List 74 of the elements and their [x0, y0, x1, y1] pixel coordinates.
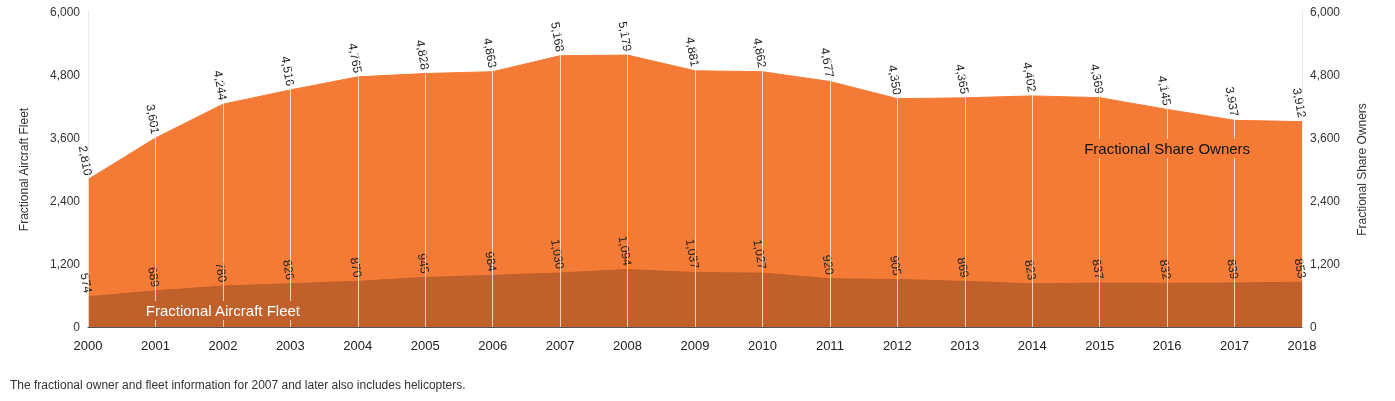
x-tick-label: 2005	[410, 338, 440, 353]
y-tick-label: 0	[73, 320, 81, 334]
x-tick-label: 2007	[545, 338, 575, 353]
data-label: 4,365	[952, 63, 972, 96]
data-label: 4,881	[682, 35, 702, 69]
data-label: 1,037	[682, 237, 702, 271]
y2-tick-label: 6,000	[1310, 5, 1341, 19]
x-tick-label: 2009	[680, 338, 710, 353]
y-tick-label: 6,000	[49, 5, 81, 19]
x-tick-label: 2001	[140, 338, 170, 353]
y2-tick-label: 0	[1310, 320, 1317, 334]
data-label: 832	[1156, 258, 1175, 281]
y-tick-label: 2,400	[49, 194, 81, 208]
data-label: 869	[954, 256, 972, 279]
data-label: 5,179	[615, 20, 635, 53]
data-label: 870	[347, 256, 365, 279]
data-label: 2,810	[75, 144, 95, 178]
data-label: 1,027	[750, 238, 770, 271]
y-axis-title: Fractional Aircraft Fleet	[17, 107, 31, 232]
text: The fractional owner and fleet information for 2007 and later also includes helicopters.	[10, 378, 466, 392]
data-label: 4,677	[817, 46, 837, 79]
data-label: 574	[77, 271, 95, 295]
data-label: 3,912	[1289, 86, 1309, 120]
y-tick-label: 3,600	[49, 131, 81, 145]
x-tick-label: 2010	[747, 338, 777, 353]
data-label: 1,094	[615, 234, 635, 268]
x-tick-label: 2014	[1017, 338, 1047, 353]
y2-tick-label: 4,800	[1310, 68, 1341, 82]
data-label: 689	[145, 265, 163, 289]
y2-tick-label: 1,200	[1310, 257, 1341, 271]
x-tick-label: 2015	[1085, 338, 1115, 353]
data-label: 4,863	[480, 36, 500, 70]
data-label: 945	[414, 252, 433, 275]
data-label: 4,145	[1154, 74, 1175, 107]
data-label: 4,369	[1087, 62, 1107, 96]
x-tick-label: 2018	[1287, 338, 1317, 353]
data-label: 4,516	[278, 55, 298, 88]
data-label: 4,862	[750, 36, 770, 70]
data-label: 4,244	[210, 69, 230, 102]
data-label: 984	[482, 250, 500, 273]
x-tick-label: 2017	[1220, 338, 1250, 353]
series-label: Fractional Aircraft Fleet	[145, 302, 301, 320]
series-label: Fractional Share Owners	[1084, 140, 1251, 158]
data-label: 837	[1089, 258, 1107, 281]
x-tick-label: 2013	[950, 338, 980, 353]
x-tick-label: 2006	[478, 338, 508, 353]
data-label: 780	[212, 261, 230, 284]
data-label: 3,601	[143, 103, 163, 136]
x-tick-label: 2016	[1152, 338, 1182, 353]
x-tick-label: 2002	[208, 338, 238, 353]
y2-tick-label: 3,600	[1310, 131, 1341, 145]
y-tick-label: 1,200	[49, 257, 81, 271]
x-tick-label: 2012	[882, 338, 912, 353]
data-label: 1,030	[547, 238, 568, 271]
data-label: 853	[1291, 257, 1309, 280]
x-tick-label: 2004	[343, 338, 373, 353]
x-tick-label: 2003	[275, 338, 305, 353]
x-tick-label: 2008	[613, 338, 643, 353]
data-label: 4,350	[885, 63, 905, 97]
x-tick-label: 2011	[815, 338, 844, 353]
data-label: 823	[1021, 258, 1040, 282]
y2-tick-label: 2,400	[1310, 194, 1341, 208]
data-label: 826	[279, 258, 298, 282]
data-label: 839	[1224, 258, 1242, 281]
data-label: 5,168	[547, 20, 568, 54]
data-label: 920	[819, 253, 837, 277]
data-label: 4,765	[345, 42, 365, 75]
y-tick-label: 4,800	[49, 68, 81, 82]
data-label: 4,402	[1020, 61, 1040, 94]
data-label: 3,937	[1222, 85, 1242, 118]
data-label: 905	[886, 254, 905, 278]
x-tick-label: 2000	[73, 338, 103, 353]
data-label: 4,828	[413, 38, 433, 72]
y2-axis-title: Fractional Share Owners	[1355, 103, 1369, 236]
